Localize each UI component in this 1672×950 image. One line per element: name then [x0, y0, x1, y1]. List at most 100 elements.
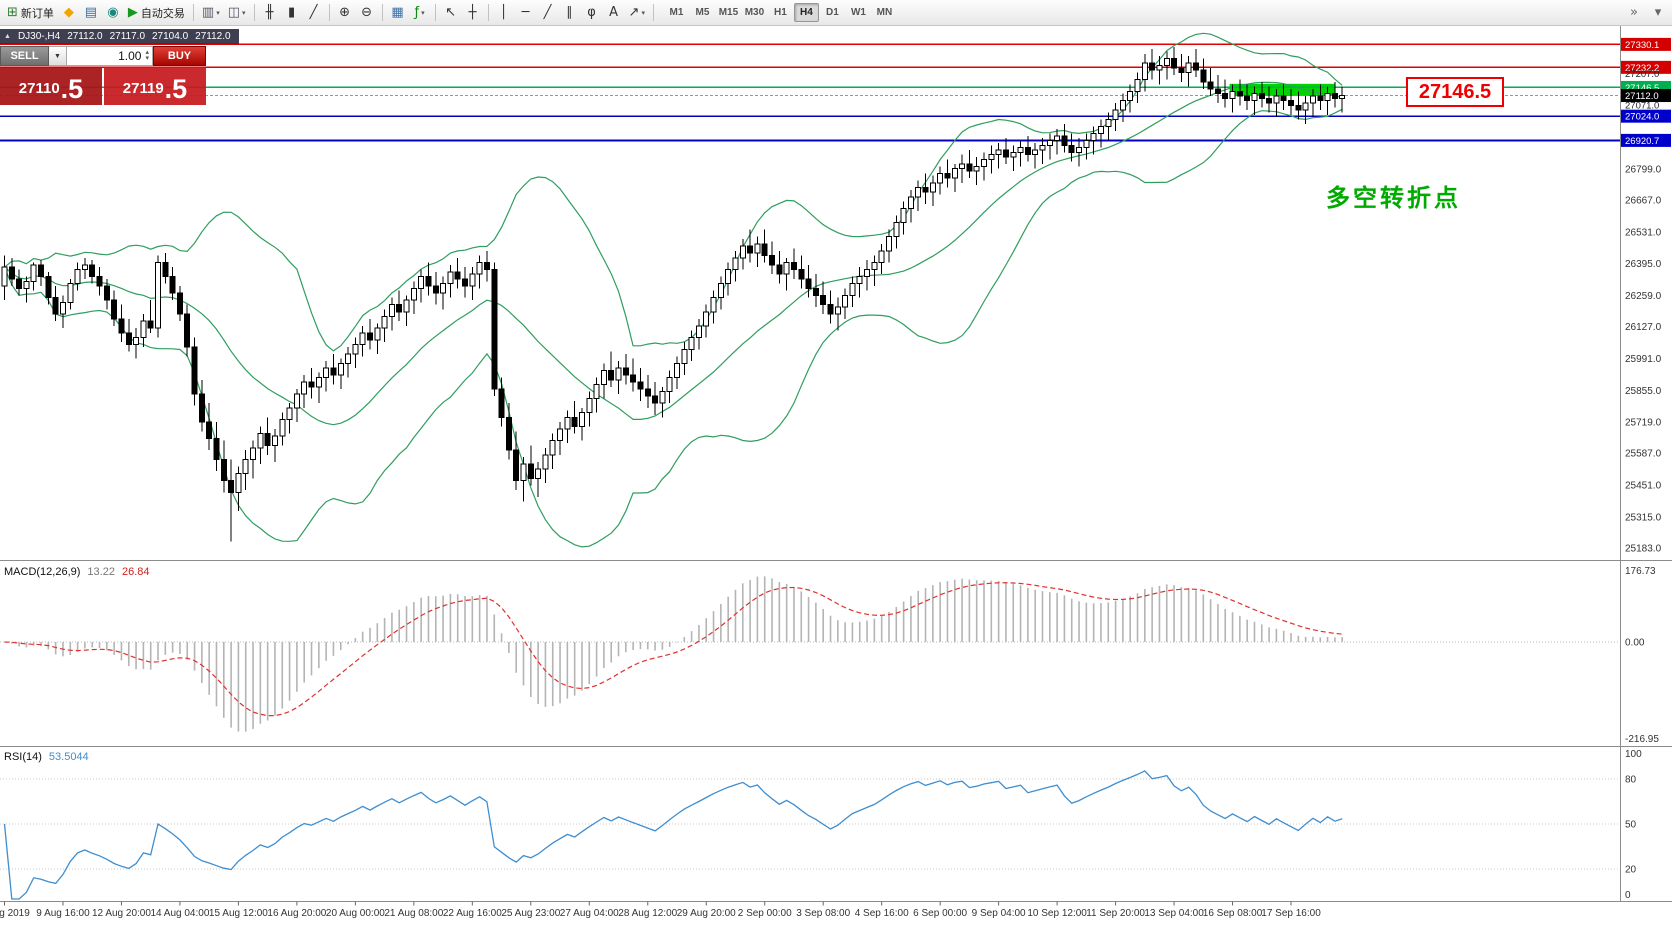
indicators-icon: ƒ	[414, 5, 420, 20]
dropdown-arrow-icon: ▾	[421, 8, 425, 17]
profiles-button[interactable]: ◫ ▾	[224, 2, 250, 24]
cursor-tool-button[interactable]: ↖	[440, 2, 462, 24]
toolbar-menu-button[interactable]: ▾	[1647, 2, 1669, 24]
zoom-out-button[interactable]: ⊖	[356, 2, 378, 24]
svg-text:80: 80	[1625, 775, 1637, 786]
ask-fraction: .5	[164, 74, 188, 104]
turning-point-note: 多空转折点	[1326, 185, 1461, 212]
rsi-name: RSI(14)	[4, 751, 42, 763]
channel-tool-button[interactable]: ∥	[559, 2, 581, 24]
svg-text:9 Sep 04:00: 9 Sep 04:00	[972, 908, 1026, 919]
horizontal-level-lines[interactable]	[0, 43, 1620, 142]
svg-text:26259.0: 26259.0	[1625, 291, 1662, 302]
svg-text:26127.0: 26127.0	[1625, 322, 1662, 333]
svg-text:21 Aug 08:00: 21 Aug 08:00	[384, 908, 443, 919]
rsi-value: 53.5044	[48, 751, 89, 763]
bid-price[interactable]: 27110 .5	[0, 67, 102, 105]
timeframe-m15-button[interactable]: M15	[716, 3, 741, 22]
price-axis[interactable]: 26799.0 26667.0 26531.0 26395.0 26259.0 26127…	[1621, 37, 1671, 555]
candlestick-series	[1, 46, 1346, 542]
volume-down-icon[interactable]: ▾	[145, 55, 149, 62]
svg-text:6 Sep 00:00: 6 Sep 00:00	[913, 908, 967, 919]
candle-chart-icon: ▮	[287, 5, 296, 20]
svg-text:26920.7: 26920.7	[1625, 136, 1659, 147]
timeframe-m5-button[interactable]: M5	[690, 3, 715, 22]
toolbar-separator	[192, 4, 194, 21]
volume-spinner[interactable]: ▴ ▾	[145, 49, 149, 62]
toolbar-separator	[253, 4, 255, 21]
new-order-button[interactable]: ⊞ 新订单	[3, 2, 58, 24]
svg-text:0.00: 0.00	[1625, 637, 1645, 648]
svg-text:0: 0	[1625, 890, 1631, 901]
timeframe-w1-button[interactable]: W1	[846, 3, 871, 22]
fibonacci-tool-button[interactable]: φ	[581, 2, 603, 24]
timeframe-h1-button[interactable]: H1	[768, 3, 793, 22]
tile-windows-icon: ▦	[391, 5, 404, 20]
cursor-icon: ↖	[445, 5, 456, 20]
macd-signal-value: 26.84	[121, 566, 150, 578]
new-order-icon: ⊞	[7, 5, 18, 20]
arrows-tool-button[interactable]: ↗ ▾	[625, 2, 649, 24]
rsi-indicator	[0, 770, 1620, 900]
tile-windows-button[interactable]: ▦	[387, 2, 409, 24]
indicators-list-button[interactable]: ƒ ▾	[409, 2, 431, 24]
new-chart-button[interactable]: ▥ ▾	[198, 2, 224, 24]
buy-button[interactable]: BUY	[153, 46, 206, 66]
timeframe-d1-button[interactable]: D1	[820, 3, 845, 22]
collapse-panel-icon[interactable]: ▲	[4, 33, 11, 40]
ask-price[interactable]: 27119 .5	[104, 67, 206, 105]
metaeditor-button[interactable]: ◆	[58, 2, 80, 24]
volume-up-icon[interactable]: ▴	[145, 49, 149, 56]
refresh-button[interactable]: ◉	[102, 2, 124, 24]
chart-info-bar: ▲ DJ30-,H4 27112.0 27117.0 27104.0 27112…	[0, 29, 239, 44]
svg-text:27146.5: 27146.5	[1625, 83, 1659, 94]
line-chart-mode-button[interactable]: ╱	[303, 2, 325, 24]
volume-field[interactable]: 1.00 ▴ ▾	[67, 46, 153, 66]
trendline-tool-button[interactable]: ╱	[537, 2, 559, 24]
bid-main: 27110	[18, 80, 60, 97]
terminal-icon: ▤	[84, 5, 98, 20]
terminal-window-button[interactable]: ▤	[80, 2, 102, 24]
bar-chart-mode-button[interactable]: ╫	[259, 2, 281, 24]
vertical-line-tool-button[interactable]: │	[493, 2, 515, 24]
timeframe-mn-button[interactable]: MN	[872, 3, 897, 22]
svg-text:8 Aug 2019: 8 Aug 2019	[0, 908, 30, 919]
timeframe-h4-button[interactable]: H4	[793, 3, 819, 22]
toolbar-right-group: » ▾	[1623, 2, 1669, 24]
svg-text:9 Aug 16:00: 9 Aug 16:00	[36, 908, 90, 919]
autotrading-button[interactable]: ▶ 自动交易	[124, 2, 189, 24]
ohlc-low: 27104.0	[152, 31, 189, 42]
svg-text:20 Aug 00:00: 20 Aug 00:00	[326, 908, 385, 919]
macd-indicator	[0, 576, 1620, 732]
candlestick-mode-button[interactable]: ▮	[281, 2, 303, 24]
timeframe-m30-button[interactable]: M30	[742, 3, 767, 22]
text-tool-button[interactable]: A	[603, 2, 625, 24]
svg-text:25719.0: 25719.0	[1625, 418, 1662, 429]
symbol-period-label: DJ30-,H4	[17, 31, 61, 42]
line-chart-icon: ╱	[309, 5, 318, 20]
svg-text:27232.2: 27232.2	[1625, 63, 1659, 74]
toolbar-overflow-button[interactable]: »	[1623, 2, 1645, 24]
order-type-dropdown[interactable]: ▼	[49, 46, 67, 66]
new-order-label: 新订单	[20, 7, 54, 20]
toolbar-separator	[328, 4, 330, 21]
svg-text:26395.0: 26395.0	[1625, 259, 1662, 270]
hline-icon: ─	[521, 5, 530, 20]
horizontal-line-tool-button[interactable]: ─	[515, 2, 537, 24]
svg-text:12 Aug 20:00: 12 Aug 20:00	[92, 908, 151, 919]
support-zone-rect	[1229, 83, 1336, 97]
refresh-icon: ◉	[107, 5, 119, 20]
zoom-in-button[interactable]: ⊕	[334, 2, 356, 24]
svg-text:29 Aug 20:00: 29 Aug 20:00	[677, 908, 736, 919]
crosshair-tool-button[interactable]: ┼	[462, 2, 484, 24]
toolbar-separator	[652, 4, 654, 21]
timeframe-m1-button[interactable]: M1	[664, 3, 689, 22]
ohlc-open: 27112.0	[67, 31, 103, 42]
one-click-trading-panel: SELL ▼ 1.00 ▴ ▾ BUY 27110 .5 27119 .5	[0, 46, 206, 105]
text-icon: A	[609, 5, 618, 20]
metaeditor-icon: ◆	[63, 5, 74, 20]
sell-button[interactable]: SELL	[0, 46, 49, 66]
